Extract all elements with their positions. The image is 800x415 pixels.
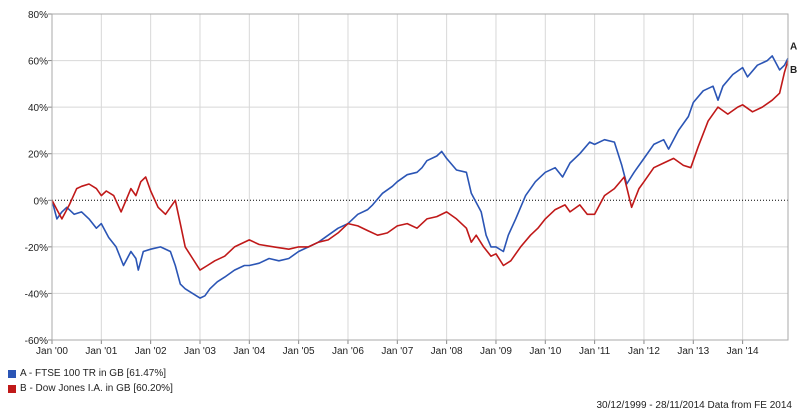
y-tick-label: -60% [25,336,48,347]
x-tick-label: Jan '08 [431,346,463,357]
x-tick-label: Jan '07 [381,346,413,357]
x-tick-label: Jan '06 [332,346,364,357]
line-chart: -60%-40%-20%0%20%40%60%80% Jan '00 Jan '0… [25,10,798,357]
x-tick-label: Jan '01 [85,346,117,357]
legend-item-b[interactable]: B - Dow Jones I.A. in GB [60.20%] [8,381,173,396]
legend-label-a: A - FTSE 100 TR in GB [61.47%] [20,368,166,379]
x-tick-label: Jan '04 [233,346,265,357]
chart-grid [51,13,788,341]
y-tick-label: 40% [28,103,48,114]
legend-label-b: B - Dow Jones I.A. in GB [60.20%] [20,383,173,394]
x-tick-label: Jan '05 [283,346,315,357]
y-axis: -60% -40% -20% 0% 20% 40% 60% 80% [25,10,52,347]
series-group [51,55,789,299]
x-tick-label: Jan '02 [135,346,167,357]
end-labels: AB [790,42,797,77]
series-line-b [51,60,789,271]
series-line-a [51,55,789,299]
y-tick-label: -40% [25,289,48,300]
plot-border [51,13,789,341]
y-tick-label: 20% [28,150,48,161]
x-axis: Jan '00 Jan '01 Jan '02 Jan '03 Jan '04 Jan '… [36,340,759,357]
legend-item-a[interactable]: A - FTSE 100 TR in GB [61.47%] [8,366,173,381]
y-tick-label: 0% [34,196,49,207]
end-label-a: A [790,42,797,53]
x-tick-label: Jan '12 [628,346,660,357]
x-tick-label: Jan '13 [677,346,709,357]
x-tick-label: Jan '03 [184,346,216,357]
x-tick-label: Jan '09 [480,346,512,357]
x-tick-label: Jan '00 [36,346,68,357]
source-footer: 30/12/1999 - 28/11/2014 Data from FE 201… [596,400,792,411]
y-tick-label: 80% [28,10,48,21]
x-tick-label: Jan '10 [529,346,561,357]
legend: A - FTSE 100 TR in GB [61.47%] B - Dow J… [8,366,173,396]
end-label-b: B [790,65,797,76]
x-tick-label: Jan '14 [727,346,759,357]
y-tick-label: 60% [28,57,48,68]
x-tick-label: Jan '11 [579,346,611,357]
legend-swatch-b [8,384,16,393]
legend-swatch-a [8,369,16,378]
y-tick-label: -20% [25,243,48,254]
